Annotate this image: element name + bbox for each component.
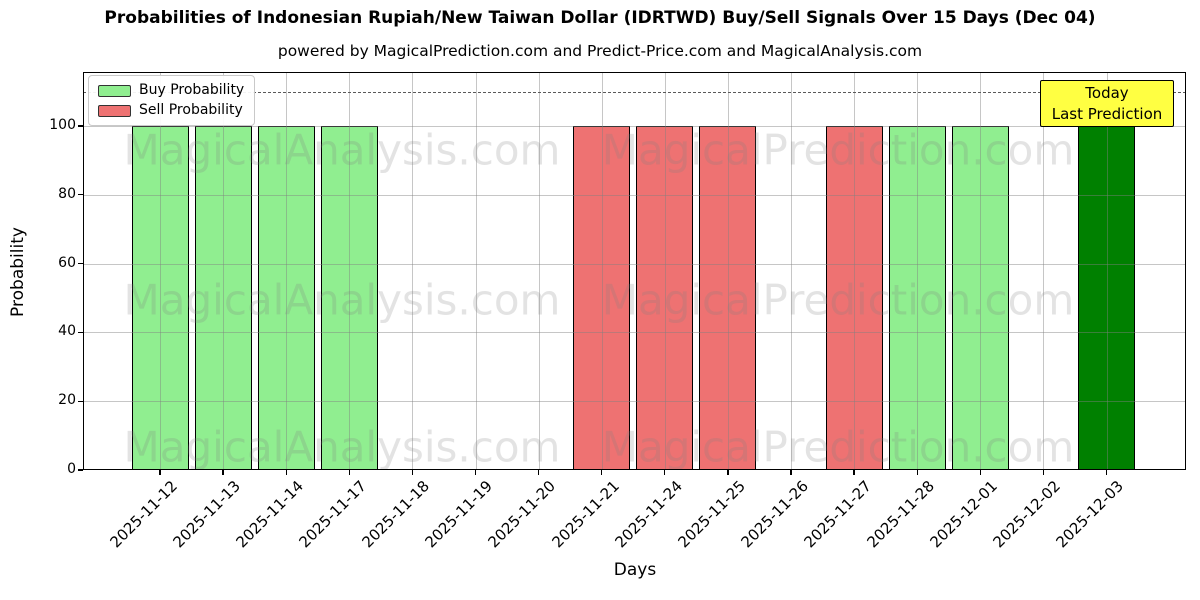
x-tick-mark xyxy=(727,470,729,475)
y-tick-label: 100 xyxy=(49,117,76,133)
probability-bar xyxy=(825,126,883,470)
x-tick-label: 2025-11-28 xyxy=(863,477,938,552)
x-tick-mark xyxy=(474,470,477,475)
x-axis-label: Days xyxy=(613,560,657,580)
x-tick-mark xyxy=(159,470,161,475)
legend-item: Buy Probability xyxy=(98,83,244,98)
x-tick-mark xyxy=(601,470,603,475)
y-tick-mark xyxy=(78,400,83,402)
gridline-vertical xyxy=(160,72,161,470)
gridline-vertical xyxy=(223,72,225,470)
gridline-vertical xyxy=(538,72,540,470)
y-tick-mark xyxy=(78,262,83,265)
probability-bar xyxy=(573,126,631,470)
x-tick-mark xyxy=(979,470,981,475)
x-tick-label: 2025-11-21 xyxy=(548,477,623,552)
y-tick-label: 40 xyxy=(58,323,76,340)
x-tick-mark xyxy=(222,470,224,475)
y-tick-mark xyxy=(78,125,83,127)
gridline-vertical xyxy=(412,72,414,470)
x-tick-mark xyxy=(916,470,918,475)
x-tick-mark xyxy=(853,470,855,475)
y-tick-label: 80 xyxy=(58,185,76,202)
y-axis-label: Probability xyxy=(8,227,28,317)
y-tick-label: 60 xyxy=(58,254,76,271)
x-tick-mark xyxy=(1042,470,1045,475)
gridline-vertical xyxy=(1106,72,1108,470)
legend-item: Sell Probability xyxy=(98,103,244,118)
axis-spine-right xyxy=(1184,72,1186,470)
probability-bar xyxy=(131,126,189,470)
x-tick-mark xyxy=(664,470,666,475)
gridline-vertical xyxy=(349,72,351,470)
y-tick-mark xyxy=(78,469,83,471)
axis-spine-left xyxy=(83,72,85,470)
x-tick-mark xyxy=(1105,470,1108,475)
y-tick-mark xyxy=(78,331,83,334)
chart-subtitle: powered by MagicalPrediction.com and Pre… xyxy=(277,42,923,60)
gridline-horizontal xyxy=(83,332,1186,334)
x-tick-mark xyxy=(285,470,287,475)
x-tick-label: 2025-11-18 xyxy=(358,477,434,552)
x-tick-label: 2025-11-14 xyxy=(232,477,307,552)
x-tick-mark xyxy=(790,470,792,475)
gridline-vertical xyxy=(664,72,666,470)
gridline-vertical xyxy=(727,72,729,470)
probability-bar xyxy=(951,126,1009,470)
gridline-vertical xyxy=(854,72,856,470)
threshold-dashed-line xyxy=(83,91,1186,93)
legend-swatch xyxy=(98,104,131,117)
gridline-vertical xyxy=(601,72,603,470)
gridline-horizontal xyxy=(83,194,1186,196)
probability-bar xyxy=(636,126,694,470)
axis-spine-top xyxy=(83,72,1186,74)
gridline-horizontal xyxy=(83,401,1186,403)
x-tick-label: 2025-11-25 xyxy=(674,477,749,552)
y-tick-mark xyxy=(78,194,83,196)
plot-area: MagicalAnalysis.com MagicalPrediction.com… xyxy=(83,72,1186,472)
gridline-vertical xyxy=(475,72,477,470)
x-tick-mark xyxy=(348,470,350,475)
probability-bar xyxy=(1078,126,1135,470)
legend-label: Buy Probability xyxy=(139,82,245,98)
x-tick-label: 2025-11-17 xyxy=(295,477,371,552)
x-tick-label: 2025-11-13 xyxy=(169,477,244,552)
chart-title: Probabilities of Indonesian Rupiah/New T… xyxy=(104,8,1096,28)
today-annotation-line1: Today xyxy=(1085,83,1129,102)
legend-swatch xyxy=(98,84,131,97)
probability-bar xyxy=(888,126,946,470)
x-tick-label: 2025-11-26 xyxy=(737,477,812,552)
x-tick-mark xyxy=(411,470,414,475)
axis-spine-bottom xyxy=(83,468,1186,470)
gridline-horizontal xyxy=(83,263,1186,265)
gridline-vertical xyxy=(980,72,982,470)
today-annotation-line2: Last Prediction xyxy=(1051,104,1163,123)
probability-bar xyxy=(320,126,378,470)
gridline-vertical xyxy=(1043,72,1045,470)
today-annotation-box: Today Last Prediction xyxy=(1040,80,1174,127)
x-tick-mark xyxy=(537,470,540,475)
x-tick-label: 2025-12-02 xyxy=(989,477,1065,552)
x-tick-label: 2025-12-01 xyxy=(926,477,1002,552)
x-tick-label: 2025-12-03 xyxy=(1052,477,1128,552)
gridline-vertical xyxy=(286,72,288,470)
gridline-horizontal xyxy=(83,126,1186,127)
gridline-vertical xyxy=(791,72,792,470)
legend: Buy Probability Sell Probability xyxy=(88,75,256,126)
gridline-vertical xyxy=(917,72,919,470)
x-tick-label: 2025-11-20 xyxy=(484,477,560,552)
probability-bar xyxy=(699,126,757,470)
legend-label: Sell Probability xyxy=(139,102,243,118)
probability-bar xyxy=(194,126,252,470)
y-tick-label: 0 xyxy=(67,461,76,477)
y-tick-label: 20 xyxy=(58,392,76,409)
x-tick-label: 2025-11-19 xyxy=(421,477,497,552)
x-tick-label: 2025-11-12 xyxy=(106,477,181,552)
x-tick-label: 2025-11-27 xyxy=(800,477,875,552)
